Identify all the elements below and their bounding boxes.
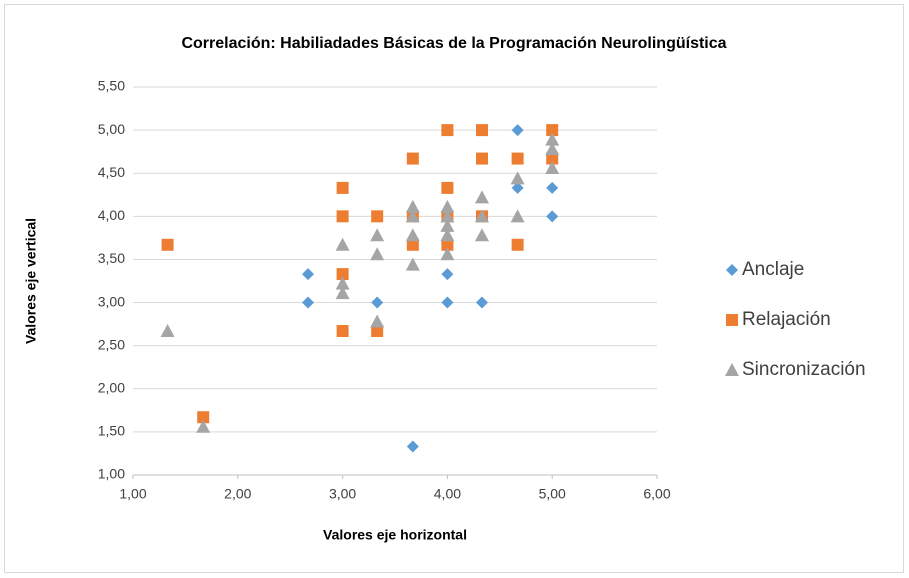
point xyxy=(441,268,454,281)
x-tick-label: 6,00 xyxy=(643,486,670,502)
point xyxy=(440,228,455,242)
point xyxy=(371,296,384,309)
legend-label: Sincronización xyxy=(742,359,866,380)
point xyxy=(511,124,524,137)
point xyxy=(336,268,349,281)
point xyxy=(302,296,315,309)
y-tick-label: 5,00 xyxy=(98,121,125,137)
point xyxy=(440,247,455,261)
point xyxy=(510,171,525,185)
point xyxy=(371,210,384,223)
x-axis-label: Valores eje horizontal xyxy=(323,527,467,543)
legend-label: Anclaje xyxy=(742,259,804,280)
point xyxy=(440,218,455,232)
point xyxy=(545,161,560,175)
point xyxy=(474,209,489,223)
point xyxy=(370,314,385,328)
legend-label: Relajación xyxy=(742,309,831,330)
point xyxy=(406,440,419,453)
point xyxy=(474,190,489,204)
y-tick-label: 5,50 xyxy=(98,78,125,94)
y-tick-label: 4,50 xyxy=(98,164,125,180)
y-axis-label: Valores eje vertical xyxy=(23,218,39,344)
y-tick-label: 1,50 xyxy=(98,423,125,439)
point xyxy=(336,181,349,194)
chart-title: Correlación: Habiliadades Básicas de la … xyxy=(181,35,726,52)
point xyxy=(546,210,559,223)
legend-marker xyxy=(726,264,738,276)
point xyxy=(440,199,455,213)
point xyxy=(161,238,174,251)
point xyxy=(370,228,385,242)
point xyxy=(441,124,454,137)
legend-marker xyxy=(725,363,739,376)
point xyxy=(475,124,488,137)
point xyxy=(336,210,349,223)
point xyxy=(405,228,420,242)
point xyxy=(405,209,420,223)
point xyxy=(511,152,524,165)
legend-marker xyxy=(726,314,738,326)
point xyxy=(302,268,315,281)
x-tick-label: 4,00 xyxy=(434,486,461,502)
point xyxy=(441,296,454,309)
point xyxy=(335,237,350,251)
point xyxy=(196,419,211,433)
point xyxy=(440,209,455,223)
point xyxy=(405,257,420,271)
point xyxy=(545,142,560,156)
point xyxy=(335,276,350,290)
point xyxy=(546,124,559,137)
point xyxy=(511,238,524,251)
x-tick-label: 1,00 xyxy=(119,486,146,502)
x-tick-label: 2,00 xyxy=(224,486,251,502)
point xyxy=(371,325,384,338)
y-tick-label: 3,00 xyxy=(98,293,125,309)
point xyxy=(405,199,420,213)
point xyxy=(545,132,560,146)
point xyxy=(406,152,419,165)
point xyxy=(546,152,559,165)
chart-frame xyxy=(4,4,904,573)
point xyxy=(474,228,489,242)
y-tick-label: 1,00 xyxy=(98,466,125,482)
y-tick-label: 3,50 xyxy=(98,250,125,266)
point xyxy=(160,324,175,338)
point xyxy=(406,238,419,251)
point xyxy=(475,296,488,309)
point xyxy=(370,247,385,261)
point xyxy=(441,238,454,251)
x-tick-label: 3,00 xyxy=(329,486,356,502)
point xyxy=(441,181,454,194)
point xyxy=(510,209,525,223)
x-tick-label: 5,00 xyxy=(539,486,566,502)
point xyxy=(336,325,349,338)
y-tick-label: 2,00 xyxy=(98,379,125,395)
point xyxy=(197,411,210,424)
point xyxy=(546,181,559,194)
y-tick-label: 2,50 xyxy=(98,336,125,352)
y-tick-label: 4,00 xyxy=(98,207,125,223)
point xyxy=(335,286,350,300)
point xyxy=(475,152,488,165)
point xyxy=(511,181,524,194)
